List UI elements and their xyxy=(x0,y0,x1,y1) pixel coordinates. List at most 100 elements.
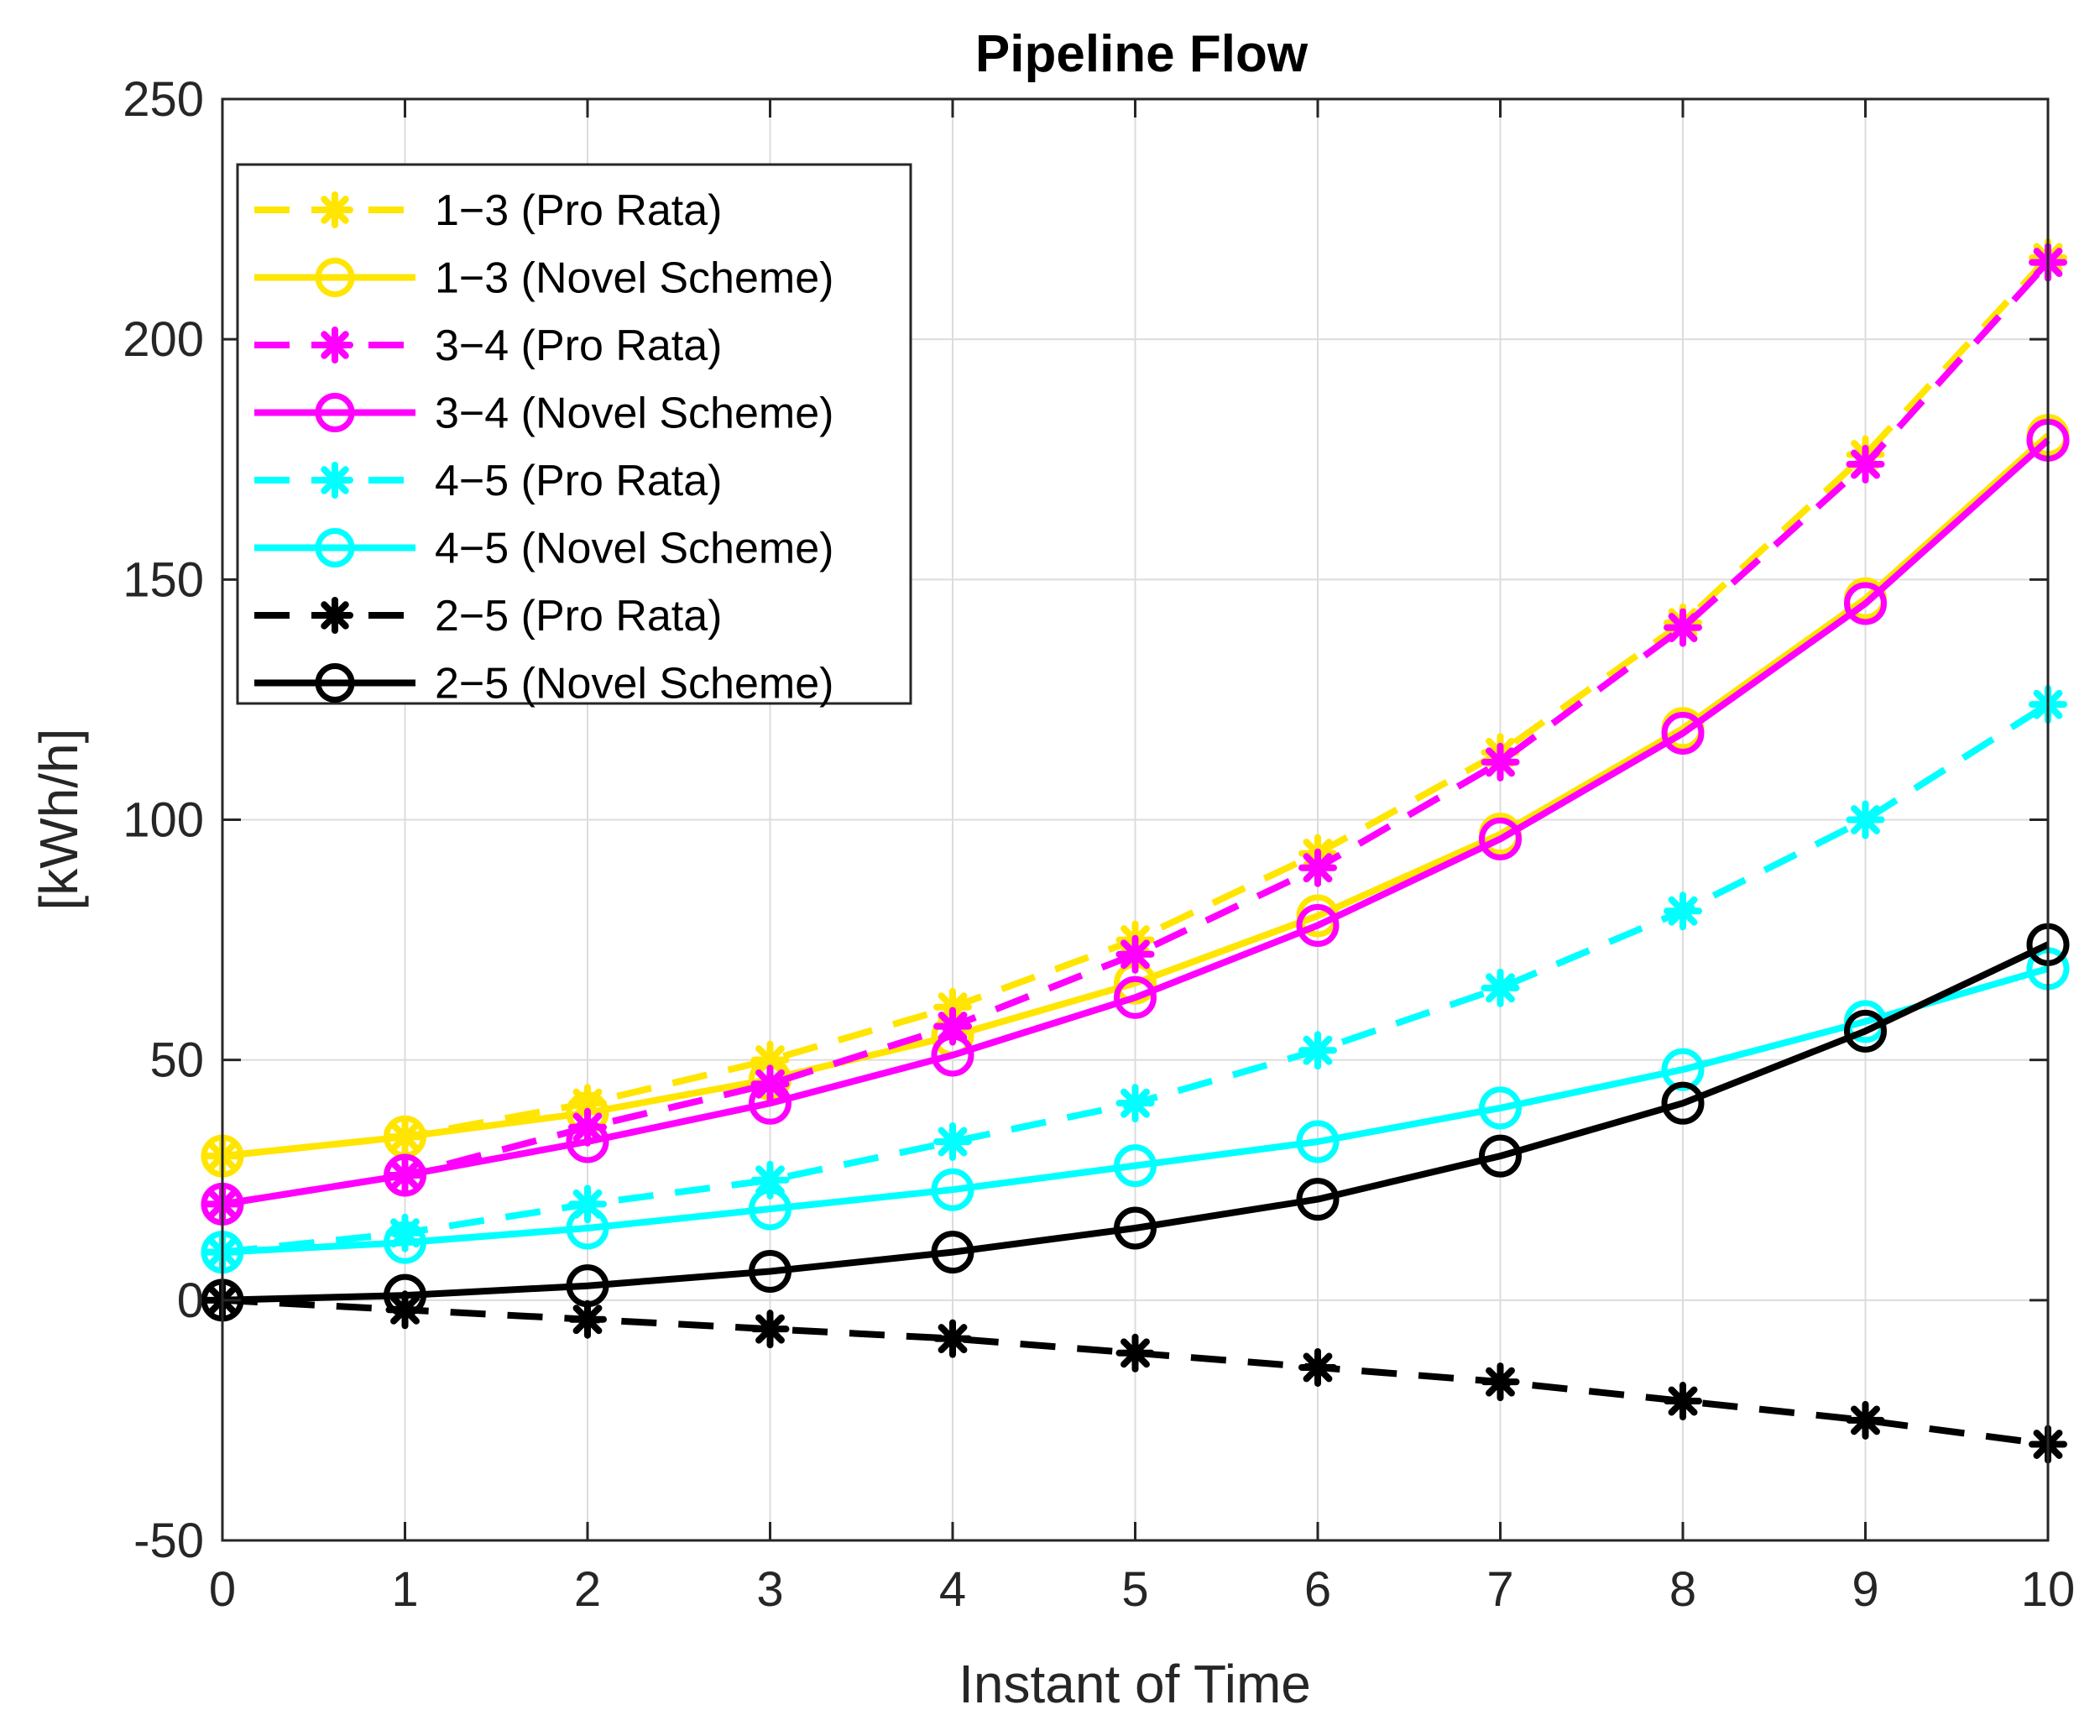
x-tick-label: 0 xyxy=(209,1562,236,1617)
legend-label: 3−4 (Novel Scheme) xyxy=(435,390,833,438)
legend-entry: 4−5 (Novel Scheme) xyxy=(254,525,833,573)
x-tick-label: 2 xyxy=(574,1562,601,1617)
circle-marker xyxy=(566,1206,609,1250)
circle-marker xyxy=(315,528,355,567)
series-line xyxy=(222,432,2050,1160)
legend-entry: 2−5 (Pro Rata) xyxy=(254,592,723,641)
circle-marker xyxy=(1479,1134,1522,1178)
series-line xyxy=(222,437,2050,1208)
y-tick-label: 100 xyxy=(123,793,204,848)
circle-marker xyxy=(1479,817,1522,860)
asterisk-stroke xyxy=(1851,1405,1880,1435)
asterisk-stroke xyxy=(1121,1088,1150,1118)
legend-entry: 4−5 (Pro Rata) xyxy=(254,457,723,505)
circle-marker xyxy=(1661,1048,1705,1091)
asterisk-marker xyxy=(316,327,353,363)
circle-marker xyxy=(384,1153,426,1197)
x-tick-label: 1 xyxy=(391,1562,418,1617)
series-line xyxy=(222,259,2050,1208)
asterisk-stroke xyxy=(938,1012,968,1042)
legend-label: 4−5 (Pro Rata) xyxy=(435,457,723,505)
circle-marker xyxy=(566,1120,609,1163)
x-tick-label: 4 xyxy=(939,1562,966,1617)
y-axis-title: [kWh/h] xyxy=(29,729,89,911)
circle-marker xyxy=(1844,582,1887,625)
series-4 xyxy=(201,418,2070,1226)
ticks xyxy=(221,97,2050,1542)
circle-marker xyxy=(1661,1081,1705,1125)
series-group xyxy=(201,238,2070,1464)
asterisk-stroke xyxy=(321,196,349,224)
x-tick-label: 5 xyxy=(1121,1562,1148,1617)
legend-entry: 1−3 (Novel Scheme) xyxy=(254,254,833,303)
y-tick-label: 50 xyxy=(149,1033,204,1088)
x-tick-label: 7 xyxy=(1486,1562,1513,1617)
asterisk-stroke xyxy=(1668,1386,1698,1416)
circle-marker xyxy=(1296,1120,1340,1163)
asterisk-marker xyxy=(1115,1084,1155,1123)
asterisk-marker xyxy=(1481,742,1520,782)
x-tick-label: 10 xyxy=(2021,1562,2076,1617)
legend-label: 2−5 (Novel Scheme) xyxy=(435,660,833,709)
circle-marker xyxy=(1114,1206,1157,1250)
y-tick-label: -50 xyxy=(133,1514,204,1568)
series-line xyxy=(222,941,2050,1304)
y-tick-label: 200 xyxy=(123,312,204,367)
asterisk-marker xyxy=(933,1122,972,1161)
circle-marker xyxy=(1114,975,1157,1019)
circle-marker xyxy=(384,1221,426,1264)
legend-entry: 3−4 (Pro Rata) xyxy=(254,322,723,370)
asterisk-stroke xyxy=(1303,853,1333,883)
asterisk-marker xyxy=(1298,848,1337,887)
x-tick-label: 6 xyxy=(1304,1562,1331,1617)
asterisk-stroke xyxy=(1668,896,1698,926)
asterisk-stroke xyxy=(1486,747,1515,777)
asterisk-marker xyxy=(1115,1333,1155,1373)
circle-marker xyxy=(1661,711,1705,755)
circle-marker xyxy=(931,1231,974,1274)
asterisk-stroke xyxy=(1486,1367,1515,1397)
asterisk-stroke xyxy=(321,466,349,494)
chart-title: Pipeline Flow xyxy=(975,25,1309,83)
y-tick-label: 250 xyxy=(123,72,204,127)
asterisk-marker xyxy=(1298,1347,1337,1387)
asterisk-stroke xyxy=(938,1324,968,1354)
asterisk-stroke xyxy=(572,1305,603,1335)
y-tick-label: 0 xyxy=(177,1273,204,1328)
asterisk-stroke xyxy=(1303,1035,1333,1065)
circle-marker xyxy=(1844,1009,1887,1053)
circle-marker xyxy=(1479,1086,1522,1130)
series-line xyxy=(222,965,2050,1256)
asterisk-marker xyxy=(1481,968,1520,1007)
legend-label: 3−4 (Pro Rata) xyxy=(435,322,723,370)
asterisk-marker xyxy=(1846,1400,1885,1440)
circle-marker xyxy=(315,393,355,432)
circle-marker xyxy=(931,1033,974,1077)
circle-marker xyxy=(1296,903,1340,947)
circle-marker xyxy=(1114,1144,1157,1188)
asterisk-marker xyxy=(1846,800,1885,839)
asterisk-marker xyxy=(1115,934,1155,974)
asterisk-marker xyxy=(1664,608,1702,647)
circle-marker xyxy=(931,1168,974,1211)
circle-marker xyxy=(384,1273,426,1317)
asterisk-marker xyxy=(1481,1362,1520,1402)
asterisk-marker xyxy=(1664,1382,1702,1421)
asterisk-marker xyxy=(316,462,353,499)
legend: 1−3 (Pro Rata) 1−3 (Novel Scheme) 3−4 (Pro… xyxy=(236,163,912,709)
asterisk-stroke xyxy=(1486,973,1515,1003)
asterisk-marker xyxy=(568,1299,607,1339)
y-tick-label: 150 xyxy=(123,552,204,607)
legend-entry: 1−3 (Pro Rata) xyxy=(254,186,723,235)
asterisk-marker xyxy=(1664,892,1702,931)
legend-label: 1−3 (Pro Rata) xyxy=(435,186,723,235)
asterisk-stroke xyxy=(938,1127,968,1157)
asterisk-stroke xyxy=(390,1294,420,1325)
circle-marker xyxy=(566,1264,609,1308)
asterisk-stroke xyxy=(1303,1352,1333,1383)
circle-marker xyxy=(749,1187,791,1231)
legend-entry: 2−5 (Novel Scheme) xyxy=(254,660,833,709)
asterisk-stroke xyxy=(572,1112,603,1143)
